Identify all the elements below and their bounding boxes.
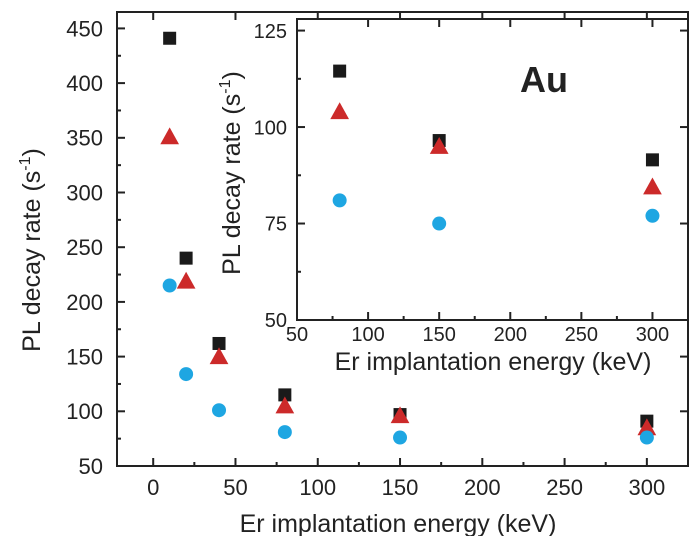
main-square-point: [278, 388, 292, 402]
main-square-point: [179, 251, 193, 265]
inset-plot: Au Er implantation energy (keV) PL decay…: [217, 18, 689, 376]
main-y-tick-label: 150: [66, 345, 103, 370]
inset-x-tick-label: 100: [351, 324, 384, 346]
inset-background: [297, 19, 688, 320]
main-circle-point: [639, 430, 654, 445]
inset-y-tick-label: 50: [265, 310, 287, 332]
inset-x-tick-label: 250: [565, 324, 598, 346]
inset-triangle-point: [643, 177, 662, 195]
main-circle-point: [277, 425, 292, 440]
main-x-tick-label: 300: [629, 475, 666, 500]
inset-x-tick-label: 200: [494, 324, 527, 346]
inset-x-axis-title: Er implantation energy (keV): [335, 348, 652, 376]
main-square-point: [163, 31, 177, 45]
main-x-tick-label: 150: [382, 475, 419, 500]
main-x-tick-label: 200: [464, 475, 501, 500]
main-circle-point: [212, 403, 227, 418]
main-square-point: [212, 336, 226, 350]
main-triangle-point: [176, 271, 196, 289]
main-x-axis-title: Er implantation energy (keV): [240, 510, 557, 536]
inset-circle-point: [645, 208, 660, 223]
main-y-tick-label: 400: [66, 71, 103, 96]
inset-triangle-point: [330, 102, 350, 120]
main-y-axis-title: PL decay rate (s-1): [17, 148, 46, 352]
inset-circle-point: [432, 216, 447, 231]
inset-circle-point: [332, 193, 347, 208]
inset-triangle-point: [429, 136, 449, 154]
main-circle-point: [179, 367, 194, 382]
inset-y-tick-label: 125: [254, 21, 287, 43]
main-triangle-point: [209, 347, 229, 365]
main-plot: Er implantation energy (keV) PL decay ra…: [17, 11, 689, 536]
main-y-tick-label: 200: [66, 290, 103, 315]
main-x-tick-label: 0: [147, 475, 159, 500]
inset-square-point: [333, 64, 347, 78]
main-y-tick-label: 350: [66, 126, 103, 151]
main-y-tick-label: 250: [66, 235, 103, 260]
inset-y-tick-label: 75: [265, 214, 287, 236]
main-triangle-point: [637, 418, 657, 436]
main-y-tick-label: 450: [66, 16, 103, 41]
main-y-tick-label: 100: [66, 399, 103, 424]
main-x-tick-label: 250: [546, 475, 583, 500]
main-triangle-point: [275, 396, 295, 414]
inset-x-tick-label: 300: [636, 324, 669, 346]
inset-square-point: [645, 153, 659, 167]
inset-label-au: Au: [520, 59, 568, 100]
main-triangle-point: [160, 127, 180, 145]
main-circle-point: [162, 278, 177, 293]
main-circle-point: [393, 430, 408, 445]
main-y-tick-label: 300: [66, 180, 103, 205]
inset-plot-frame: [296, 18, 689, 321]
main-x-tick-label: 100: [299, 475, 336, 500]
main-x-tick-label: 50: [223, 475, 247, 500]
inset-y-axis-title: PL decay rate (s-1): [217, 71, 246, 275]
inset-x-tick-label: 50: [286, 324, 308, 346]
main-y-tick-label: 50: [79, 454, 103, 479]
inset-x-tick-label: 150: [422, 324, 455, 346]
main-triangle-point: [390, 406, 410, 424]
inset-y-tick-label: 100: [254, 117, 287, 139]
